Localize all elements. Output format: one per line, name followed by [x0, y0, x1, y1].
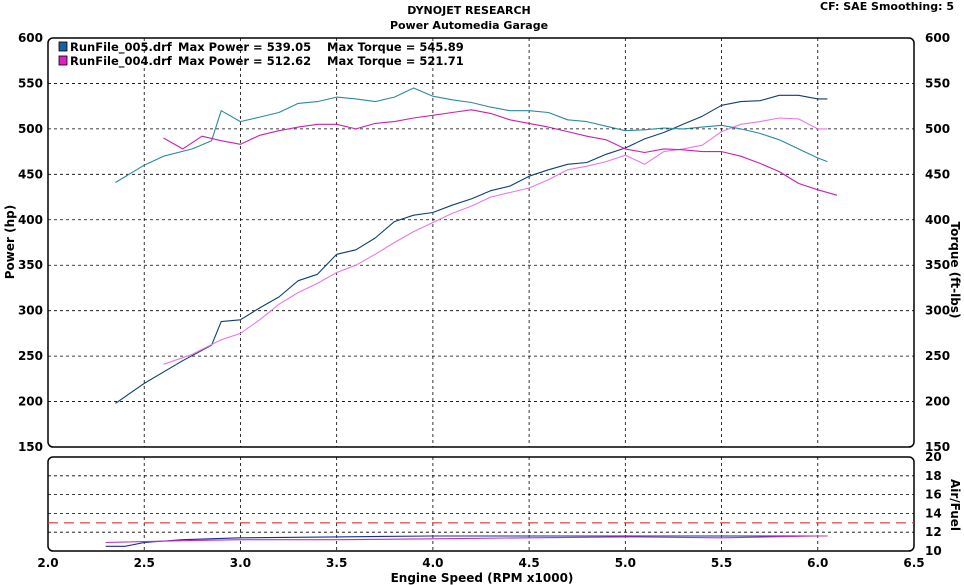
legend-run005-name: RunFile_005.drf [70, 40, 173, 55]
x-tick-label: 4.5 [518, 556, 539, 570]
x-tick-label: 5.0 [615, 556, 636, 570]
legend-swatch-run005 [58, 41, 68, 52]
y-tick-label: 600 [18, 31, 43, 45]
y2-tick-label: 200 [925, 395, 950, 409]
y2-axis-label: Torque (ft-lbs) [948, 222, 962, 319]
chart-title: DYNOJET RESEARCH [407, 4, 530, 17]
x-tick-label: 3.0 [230, 556, 251, 570]
afr-tick-label: 14 [925, 506, 942, 520]
afr-series-line-runfile005drf [105, 535, 828, 547]
x-tick-label: 5.5 [711, 556, 732, 570]
x-tick-label: 2.0 [37, 556, 58, 570]
legend-run004-torque: Max Torque = 521.71 [327, 54, 464, 68]
y-tick-label: 250 [18, 349, 43, 363]
afr-tick-label: 12 [925, 525, 942, 539]
x-axis-label: Engine Speed (RPM x1000) [391, 571, 574, 585]
y-tick-label: 450 [18, 167, 43, 181]
y2-tick-label: 250 [925, 349, 950, 363]
afr-grid [48, 457, 914, 551]
x-tick-label: 6.0 [807, 556, 828, 570]
legend-run005-power: Max Power = 539.05 [178, 40, 311, 54]
y2-tick-label: 300 [925, 304, 950, 318]
legend-run005-torque: Max Torque = 545.89 [327, 40, 464, 54]
y-tick-label: 500 [18, 122, 43, 136]
legend-run004-name: RunFile_004.drf [70, 54, 173, 69]
afr-series-line-runfile004drf [105, 535, 828, 544]
y-tick-label: 300 [18, 304, 43, 318]
afr-plot-frame [47, 456, 915, 552]
afr-tick-label: 10 [925, 544, 942, 558]
y-tick-label: 350 [18, 258, 43, 272]
afr-tick-label: 16 [925, 488, 942, 502]
afr-series-group [105, 535, 828, 547]
y-tick-label: 550 [18, 76, 43, 90]
y2-tick-label: 500 [925, 122, 950, 136]
main-plot-frame [47, 37, 915, 448]
y2-tick-label: 550 [925, 76, 950, 90]
y2-tick-label: 600 [925, 31, 950, 45]
y-tick-label: 400 [18, 213, 43, 227]
cf-smoothing-label: CF: SAE Smoothing: 5 [820, 0, 954, 13]
y2-tick-label: 450 [925, 167, 950, 181]
y-tick-label: 150 [18, 440, 43, 454]
legend-swatch-run004 [58, 55, 68, 66]
afr-axis-label: Air/Fuel [948, 479, 962, 531]
main-grid [48, 38, 914, 447]
y2-tick-label: 350 [925, 258, 950, 272]
legend: RunFile_005.drf Max Power = 539.05 Max T… [58, 40, 464, 69]
series-line-torque-runfile005drf [115, 87, 828, 183]
series-line-torque-runfile004drf [163, 109, 838, 196]
y-axis-label: Power (hp) [3, 205, 17, 279]
series-line-power-runfile004drf [163, 117, 828, 365]
afr-tick-label: 18 [925, 469, 942, 483]
x-tick-label: 2.5 [134, 556, 155, 570]
series-line-power-runfile005drf [115, 94, 828, 404]
y-tick-label: 200 [18, 395, 43, 409]
x-tick-label: 6.5 [903, 556, 924, 570]
main-series-group [115, 87, 838, 404]
chart-subtitle: Power Automedia Garage [390, 19, 548, 32]
y2-tick-label: 150 [925, 440, 950, 454]
y2-tick-label: 400 [925, 213, 950, 227]
tick-labels: 150 150 200 200 250 250 300 300 350 350 400 400 450 4… [18, 31, 950, 570]
x-tick-label: 4.0 [422, 556, 443, 570]
afr-tick-label: 20 [925, 450, 942, 464]
legend-run004-power: Max Power = 512.62 [178, 54, 311, 68]
x-tick-label: 3.5 [326, 556, 347, 570]
